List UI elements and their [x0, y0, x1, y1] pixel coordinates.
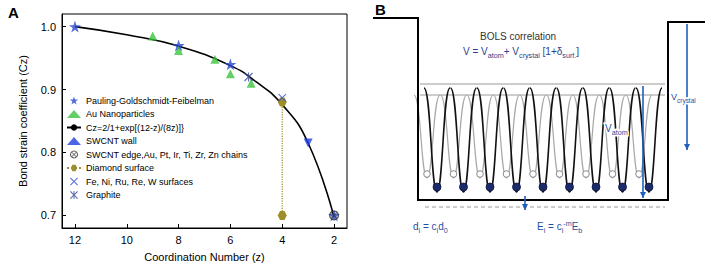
svg-text:Diamond surface: Diamond surface [86, 163, 154, 173]
svg-text:10: 10 [121, 234, 133, 246]
svg-text:di = cid0: di = cid0 [413, 221, 448, 235]
svg-text:0.9: 0.9 [41, 84, 56, 96]
svg-text:6: 6 [227, 234, 233, 246]
svg-text:0.7: 0.7 [41, 209, 56, 221]
svg-text:Cz=2/1+exp[(12-z)/(8z)]}: Cz=2/1+exp[(12-z)/(8z)]} [86, 123, 184, 133]
svg-text:Bond strain coefficient (Cz): Bond strain coefficient (Cz) [17, 55, 29, 187]
svg-text:0.8: 0.8 [41, 146, 56, 158]
svg-text:Au Nanoparticles: Au Nanoparticles [86, 109, 155, 119]
svg-text:1.0: 1.0 [41, 21, 56, 33]
svg-text:2: 2 [331, 234, 337, 246]
svg-text:Graphite: Graphite [86, 190, 121, 200]
svg-text:Vcrystal: Vcrystal [671, 92, 696, 105]
svg-text:8: 8 [176, 234, 182, 246]
svg-text:BOLS correlation: BOLS correlation [480, 31, 556, 42]
svg-text:A: A [8, 4, 19, 21]
svg-text:Pauling-Goldschmidt-Feibelman: Pauling-Goldschmidt-Feibelman [86, 96, 214, 106]
svg-text:V = Vatom+ Vcrystal [1+δsurf.]: V = Vatom+ Vcrystal [1+δsurf.] [463, 46, 579, 60]
svg-text:Vatom: Vatom [605, 123, 628, 137]
svg-text:12: 12 [69, 234, 81, 246]
svg-text:SWCNT wall: SWCNT wall [86, 136, 137, 146]
svg-text:Coordination Number (z): Coordination Number (z) [144, 251, 264, 263]
svg-text:Ei = ci-mEb: Ei = ci-mEb [537, 219, 582, 235]
svg-text:Fe, Ni, Ru, Re, W surfaces: Fe, Ni, Ru, Re, W surfaces [86, 177, 194, 187]
svg-text:SWCNT edge,Au, Pt, Ir, Ti, Zr,: SWCNT edge,Au, Pt, Ir, Ti, Zr, Zn chains [86, 150, 248, 160]
svg-text:4: 4 [279, 234, 285, 246]
svg-text:B: B [375, 1, 386, 18]
